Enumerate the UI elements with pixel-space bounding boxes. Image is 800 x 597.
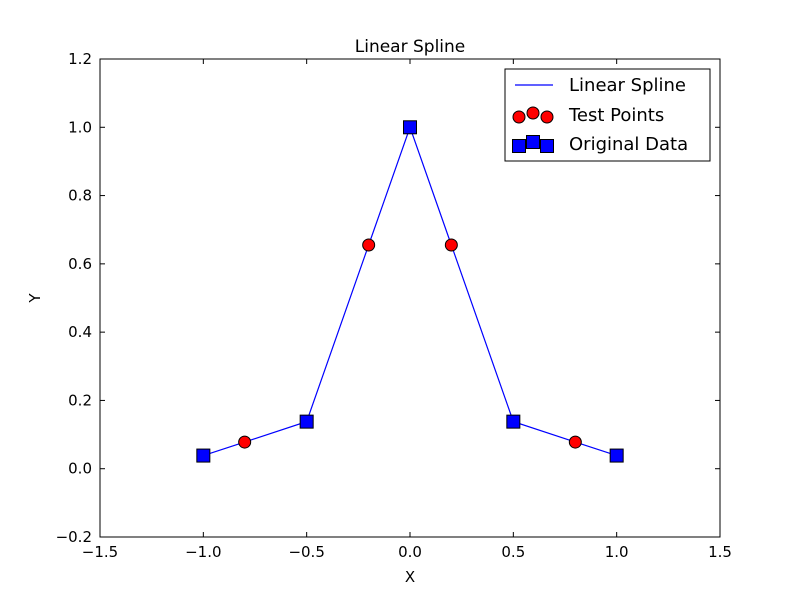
x-tick-label: −1.0 xyxy=(185,543,221,561)
x-tick-label: −0.5 xyxy=(288,543,324,561)
legend-square-marker xyxy=(526,135,540,149)
y-tick-label: 1.0 xyxy=(68,118,92,136)
x-axis-label: X xyxy=(405,568,415,586)
original-data-point xyxy=(506,414,521,429)
chart-title: Linear Spline xyxy=(355,37,466,57)
original-data-point xyxy=(196,448,211,463)
y-tick-label: 0.8 xyxy=(68,187,92,205)
test-point xyxy=(238,435,252,449)
x-tick-label: 0.5 xyxy=(501,543,525,561)
series-layer xyxy=(196,120,624,463)
y-tick-label: 0.2 xyxy=(68,391,92,409)
original-data-point xyxy=(609,448,624,463)
y-axis-label: Y xyxy=(26,293,44,304)
test-point xyxy=(362,238,376,252)
y-tick-label: 1.2 xyxy=(68,50,92,68)
legend-square-marker xyxy=(540,139,554,153)
legend-circle-marker xyxy=(526,106,540,120)
x-tick-label: 1.0 xyxy=(605,543,629,561)
y-tick-label: 0.0 xyxy=(68,460,92,478)
legend-entry: Original Data xyxy=(512,134,688,155)
x-tick-label: 0.0 xyxy=(398,543,422,561)
original-data-point xyxy=(299,414,314,429)
x-tick-label: 1.5 xyxy=(708,543,732,561)
legend-entry: Linear Spline xyxy=(515,75,686,96)
test-point xyxy=(568,435,582,449)
legend-square-marker xyxy=(512,139,526,153)
original-data-point xyxy=(403,120,417,135)
legend-circle-marker xyxy=(512,110,526,124)
legend-label: Original Data xyxy=(569,134,688,155)
x-tick-label: −1.5 xyxy=(82,543,118,561)
test-point xyxy=(444,238,458,252)
y-tick-label: −0.2 xyxy=(56,528,92,546)
legend-entry: Test Points xyxy=(512,105,664,126)
legend-label: Test Points xyxy=(568,105,664,126)
legend-circle-marker xyxy=(540,110,554,124)
legend-label: Linear Spline xyxy=(569,75,686,96)
legend: Linear Spline Test Points Original Data xyxy=(504,68,711,162)
y-tick-label: 0.6 xyxy=(68,255,92,273)
axis-ticks: −1.5 −1.0 −0.5 0.0 0.5 1.0 1.5 −0.2 0.0 0.2 0.4 0.6… xyxy=(56,50,732,561)
y-tick-label: 0.4 xyxy=(68,323,92,341)
